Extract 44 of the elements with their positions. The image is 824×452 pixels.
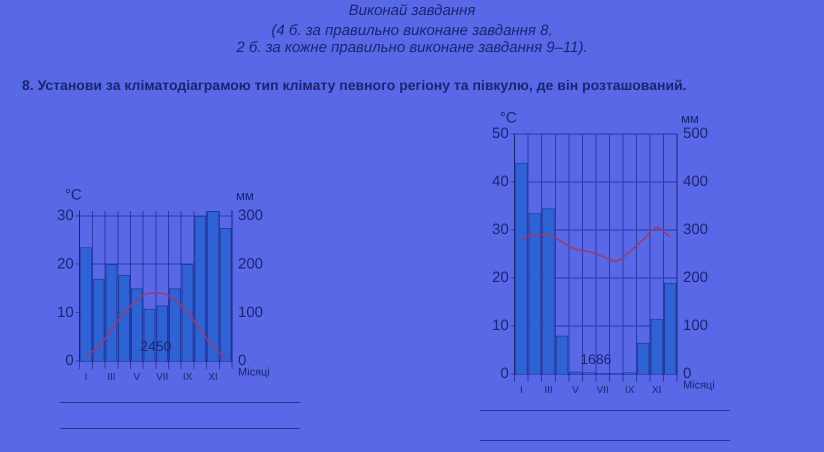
- y-tick-label: 0: [65, 352, 74, 370]
- text: Виконай завдання: [348, 2, 476, 19]
- text: 8. Установи за кліматодіаграмою тип клімату певного регіону та півкулю, де він розташований.: [22, 76, 688, 94]
- x-tick-label: IX: [182, 372, 193, 383]
- x-axis-title: Місяці: [238, 366, 270, 379]
- x-tick-label: III: [544, 384, 553, 396]
- x-tick-label: VII: [596, 384, 609, 396]
- y2-tick-label: 300: [238, 206, 264, 224]
- x-tick-label: V: [572, 384, 580, 396]
- y-tick-label: 0: [500, 365, 509, 382]
- y2-tick-label: 100: [682, 317, 708, 334]
- y-tick-label: 20: [56, 255, 74, 272]
- x-tick-label: VII: [156, 372, 168, 383]
- y-tick-label: 40: [492, 173, 509, 190]
- x-axis-title: Місяці: [682, 380, 715, 392]
- x-tick-label: XI: [208, 372, 218, 383]
- y-tick-label: 10: [56, 304, 74, 321]
- y2-tick-label: 200: [682, 269, 708, 286]
- y2-tick-label: 100: [238, 304, 264, 321]
- y2-tick-label: 200: [238, 255, 264, 272]
- y-tick-label: 50: [492, 125, 509, 142]
- annotation: 1686: [580, 350, 612, 367]
- text: (4 б. за правильно виконане завдання 8, 2 б. за кожне правильно виконане завдання 9–11).: [235, 22, 589, 56]
- x-tick-label: III: [107, 372, 116, 383]
- y-tick-label: 30: [56, 206, 74, 224]
- line-series: [85, 292, 226, 360]
- y-axis-title: °C: [64, 186, 82, 204]
- y2-tick-label: 500: [682, 125, 708, 142]
- x-tick-label: V: [133, 372, 140, 383]
- x-tick-label: I: [520, 384, 523, 396]
- y-tick-label: 10: [492, 317, 509, 334]
- y2-tick-label: 400: [682, 173, 708, 190]
- x-tick-label: IX: [624, 384, 635, 396]
- line-series: [520, 226, 671, 262]
- x-tick-label: I: [84, 372, 88, 383]
- y2-tick-label: 300: [682, 221, 708, 238]
- y2-tick-label: 0: [682, 365, 692, 382]
- y2-tick-label: 0: [238, 352, 246, 370]
- y2-axis-title: мм: [236, 188, 254, 204]
- y-axis-title: °C: [500, 110, 517, 127]
- y-tick-label: 30: [492, 221, 509, 238]
- y-tick-label: 20: [492, 269, 509, 286]
- y2-axis-title: мм: [680, 111, 699, 126]
- x-tick-label: XI: [652, 384, 662, 396]
